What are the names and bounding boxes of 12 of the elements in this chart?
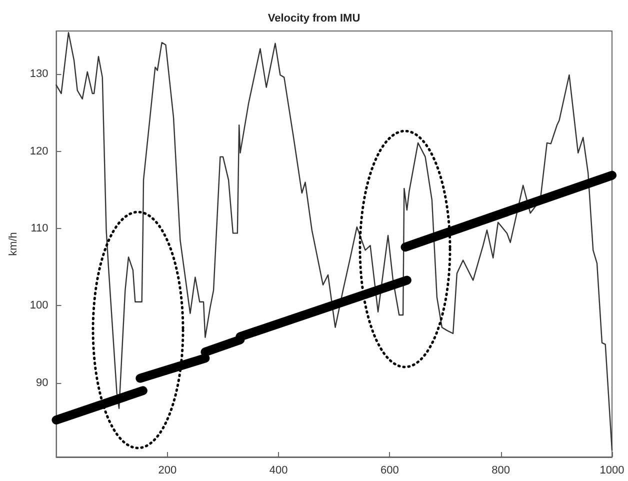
y-tick-label: 90 xyxy=(36,376,48,389)
x-tick-label: 800 xyxy=(492,464,510,476)
y-tick-label: 110 xyxy=(30,222,48,235)
x-tick-label: 400 xyxy=(269,464,288,476)
y-tick-label: 100 xyxy=(30,300,48,312)
y-axis-title: km/h xyxy=(8,232,20,256)
chart-title: Velocity from IMU xyxy=(268,12,360,24)
y-tick-label: 120 xyxy=(30,145,48,158)
x-tick-label: 200 xyxy=(158,464,177,476)
x-tick-label: 600 xyxy=(380,464,399,476)
y-tick-label: 130 xyxy=(30,68,48,80)
x-tick-label: 1000 xyxy=(600,464,624,476)
